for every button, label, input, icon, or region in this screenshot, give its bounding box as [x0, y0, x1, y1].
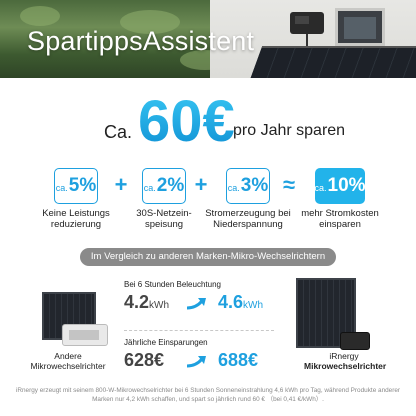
generation-new-number: 4.6 — [218, 292, 244, 312]
headline-suffix: pro Jahr sparen — [233, 122, 346, 139]
house-window — [335, 8, 385, 46]
generation-old-value: 4.2kWh — [124, 292, 169, 313]
irnergy-label-line1: iRnergy — [329, 351, 359, 361]
hero-image: SpartippsAssistent — [0, 0, 416, 78]
other-label-line2: Mikrowechselrichter — [30, 361, 106, 371]
savings-old-value: 628€ — [124, 350, 165, 370]
generation-new-unit: kWh — [243, 300, 264, 311]
stat-low-voltage: ca. 3% Stromerzeugung bei Niederspannung — [200, 168, 296, 230]
headline-amount: 60€ — [138, 89, 235, 154]
generation-old-number: 4.2 — [124, 292, 150, 312]
comparison-banner: Im Vergleich zu anderen Marken-Mikro-Wec… — [80, 248, 336, 266]
savings-new-value: 688€ — [218, 350, 259, 370]
other-product-label: Andere Mikrowechselrichter — [28, 351, 108, 371]
generation-label: Bei 6 Stunden Beleuchtung — [124, 280, 221, 289]
other-label-line1: Andere — [54, 351, 82, 361]
generation-old-unit: kWh — [149, 300, 170, 311]
stat-total-savings: ca. 10% mehr Stromkosten einsparen — [294, 168, 386, 230]
stat-power-reduction: ca. 5% Keine Leistungs reduzierung — [36, 168, 116, 230]
plus-operator: + — [194, 172, 208, 197]
stat-value: 10% — [327, 175, 366, 196]
stat-value: 2% — [156, 175, 185, 196]
stat-value: 3% — [240, 175, 269, 196]
savings-label: Jährliche Einsparungen — [124, 338, 208, 347]
footnote: iRnergy erzeugt mit seinem 800-W-Mikrowe… — [15, 387, 401, 403]
headline-prefix: Ca. — [104, 122, 133, 142]
inverter-cable — [306, 34, 308, 54]
arrow-up-right-icon — [186, 298, 206, 310]
approx-operator: ≈ — [282, 172, 296, 197]
plus-operator: + — [114, 172, 128, 197]
stat-box: ca. 10% — [314, 168, 366, 204]
stat-caption: 30S-Netzein- speisung — [136, 208, 192, 230]
row-divider — [124, 330, 274, 331]
stat-prefix: ca. — [227, 183, 240, 193]
stat-caption: Stromerzeugung bei Niederspannung — [205, 208, 291, 230]
solar-panel — [247, 46, 416, 78]
stat-prefix: ca. — [55, 183, 68, 193]
savings-headline: Ca. 60€ pro Jahr sparen — [0, 90, 416, 154]
irnergy-inverter — [340, 332, 370, 350]
stat-prefix: ca. — [314, 183, 327, 193]
mounted-inverter — [290, 12, 324, 34]
stat-box: ca. 5% — [54, 168, 98, 204]
foliage — [20, 6, 60, 26]
irnergy-label-line2: Mikrowechselrichter — [304, 361, 387, 371]
stat-grid-feed: ca. 2% 30S-Netzein- speisung — [124, 168, 204, 230]
stat-caption: mehr Stromkosten einsparen — [301, 208, 379, 230]
stat-box: ca. 3% — [226, 168, 270, 204]
stat-prefix: ca. — [143, 183, 156, 193]
other-inverter — [62, 324, 108, 346]
arrow-up-right-icon — [186, 356, 206, 368]
generation-new-value: 4.6kWh — [218, 292, 263, 313]
hero-title: SpartippsAssistent — [27, 26, 255, 56]
foliage — [120, 10, 180, 34]
stat-box: ca. 2% — [142, 168, 186, 204]
stat-value: 5% — [68, 175, 97, 196]
stat-caption: Keine Leistungs reduzierung — [42, 208, 110, 230]
irnergy-product-label: iRnergy Mikrowechselrichter — [304, 351, 387, 371]
